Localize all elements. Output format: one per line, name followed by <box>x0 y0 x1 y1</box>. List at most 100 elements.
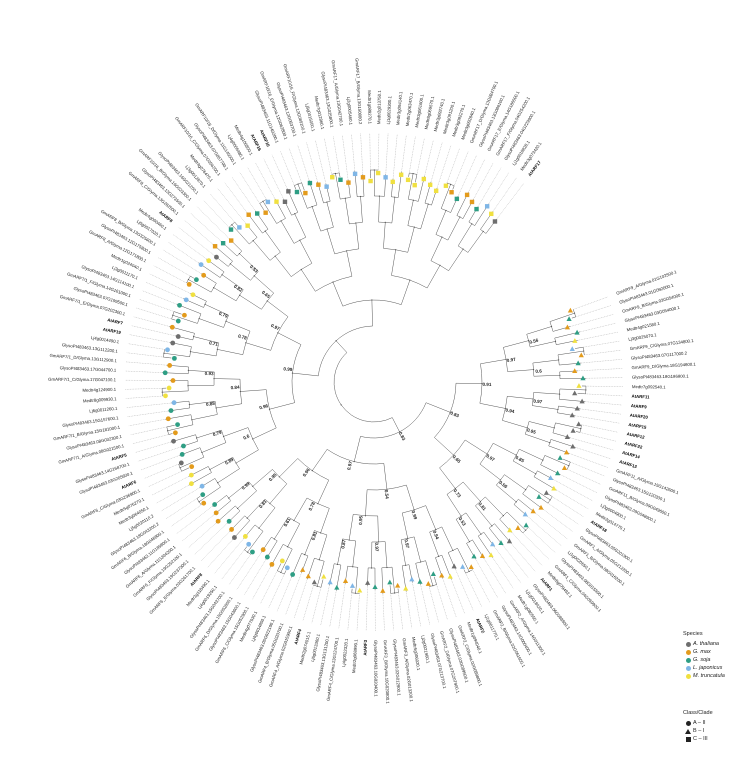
leaf-marker-square-mt <box>443 183 449 188</box>
leaf-marker-square-mt <box>405 177 411 183</box>
leaf-connector <box>125 361 167 366</box>
leaf-marker-circle-at <box>175 334 181 339</box>
leaf-connector <box>492 557 514 589</box>
tree-branch <box>252 427 277 440</box>
bootstrap-value: 0.82 <box>233 284 244 293</box>
internal-node <box>311 205 313 208</box>
leaf-connector <box>473 163 494 200</box>
leaf-marker-circle-gs <box>168 408 174 413</box>
leaf-connector <box>577 368 623 372</box>
internal-node <box>294 213 296 215</box>
legend-species-label: A. thaliana <box>693 641 719 647</box>
leaf-connector <box>132 433 173 444</box>
tree-branch <box>408 173 414 200</box>
legend-swatch-mt <box>685 673 691 679</box>
legend-clade-label: A – II <box>693 720 706 726</box>
leaf-marker-square-lj <box>237 225 242 230</box>
internal-node <box>252 438 254 440</box>
leaf-connector <box>207 539 233 568</box>
leaf-marker-triangle-gs <box>372 584 378 589</box>
leaf-label: Lj1g0029300.1 <box>386 95 393 124</box>
leaf-marker-triangle-lj <box>548 475 554 480</box>
tree-branch <box>407 227 415 253</box>
leaf-connector <box>297 144 310 181</box>
leaf-connector <box>570 314 614 327</box>
leaf-connector <box>457 155 477 197</box>
tree-branch <box>533 392 560 395</box>
leaf-marker-square-lj <box>383 175 388 180</box>
internal-node <box>280 571 282 574</box>
leaf-marker-square-gm <box>246 212 251 217</box>
leaf-connector <box>210 194 238 226</box>
leaf-marker-triangle-gm <box>567 307 573 313</box>
leaf-marker-triangle-gs <box>557 455 563 460</box>
bootstrap-value: 0.79 <box>218 311 229 319</box>
bootstrap-value: 0.6 <box>535 368 542 374</box>
leaf-marker-triangle-mt <box>572 338 578 343</box>
internal-node <box>161 391 163 393</box>
tree-branch <box>254 275 274 294</box>
legend-species-at: A. thaliana <box>683 640 751 648</box>
tree-branch <box>513 460 536 475</box>
internal-node <box>229 263 231 265</box>
tree-branch <box>429 531 439 557</box>
tree-branch <box>391 567 395 594</box>
tree-branch <box>457 548 470 572</box>
tree-branch <box>532 359 559 364</box>
leaf-connector <box>412 582 422 627</box>
leaf-marker-square-gs <box>220 241 226 246</box>
internal-node <box>568 465 570 467</box>
internal-node <box>201 451 203 454</box>
tree-branch <box>549 312 575 322</box>
leaf-connectors <box>125 133 623 631</box>
tree-branch <box>346 250 353 277</box>
leaf-connector <box>573 296 609 310</box>
tree-branch <box>237 490 257 509</box>
leaf-marker-circle-gs <box>175 422 180 428</box>
internal-node <box>287 546 289 548</box>
leaf-connector <box>577 393 623 397</box>
bootstrap-value: 0.93 <box>205 371 214 376</box>
leaf-label: AtARF19 <box>102 327 121 335</box>
internal-node <box>264 230 266 232</box>
internal-node <box>335 340 337 342</box>
leaf-connector <box>488 172 509 204</box>
leaf-label: Lj5g0015000.1 <box>304 103 316 132</box>
leaf-connector <box>200 531 230 562</box>
leaf-marker-circle-gs <box>290 572 296 577</box>
leaf-connector <box>577 331 618 341</box>
internal-node <box>193 335 195 338</box>
internal-node <box>246 551 249 553</box>
internal-node <box>336 563 339 565</box>
leaf-marker-square-at <box>282 199 288 204</box>
leaf-marker-triangle-gm <box>342 578 349 583</box>
leaf-connector <box>311 579 324 624</box>
bootstrap-value: 0.97 <box>533 399 543 405</box>
internal-node <box>311 470 313 472</box>
leaf-label: GmARF7/1_D/Glyma.13G112900.1 <box>49 353 117 363</box>
leaf-marker-circle-gs <box>226 518 232 524</box>
leaf-connector <box>492 177 517 212</box>
leaf-marker-triangle-mt <box>321 573 327 579</box>
internal-node <box>344 197 346 199</box>
tree-branch <box>401 512 408 539</box>
internal-node <box>549 442 551 444</box>
leaf-marker-triangle-gm <box>300 567 306 572</box>
internal-node <box>580 428 582 430</box>
tree-branch <box>555 422 581 429</box>
internal-node <box>238 294 241 296</box>
tree-branch <box>335 173 341 200</box>
tree-branch <box>420 204 429 230</box>
tree-branch <box>196 429 222 439</box>
internal-node <box>221 274 223 276</box>
leaf-marker-square-mt <box>412 182 417 188</box>
leaf-connector <box>556 489 589 510</box>
leaf-connector <box>315 139 327 184</box>
leaf-connector <box>128 419 166 426</box>
leaf-connector <box>217 188 246 224</box>
leaf-marker-triangle-at <box>451 563 457 569</box>
leaf-connector <box>575 431 616 442</box>
leaf-marker-circle-at <box>214 254 219 260</box>
leaf-marker-triangle-at <box>572 390 578 396</box>
leaf-label: GlysoPI483463.18G186800.1 <box>632 374 689 380</box>
